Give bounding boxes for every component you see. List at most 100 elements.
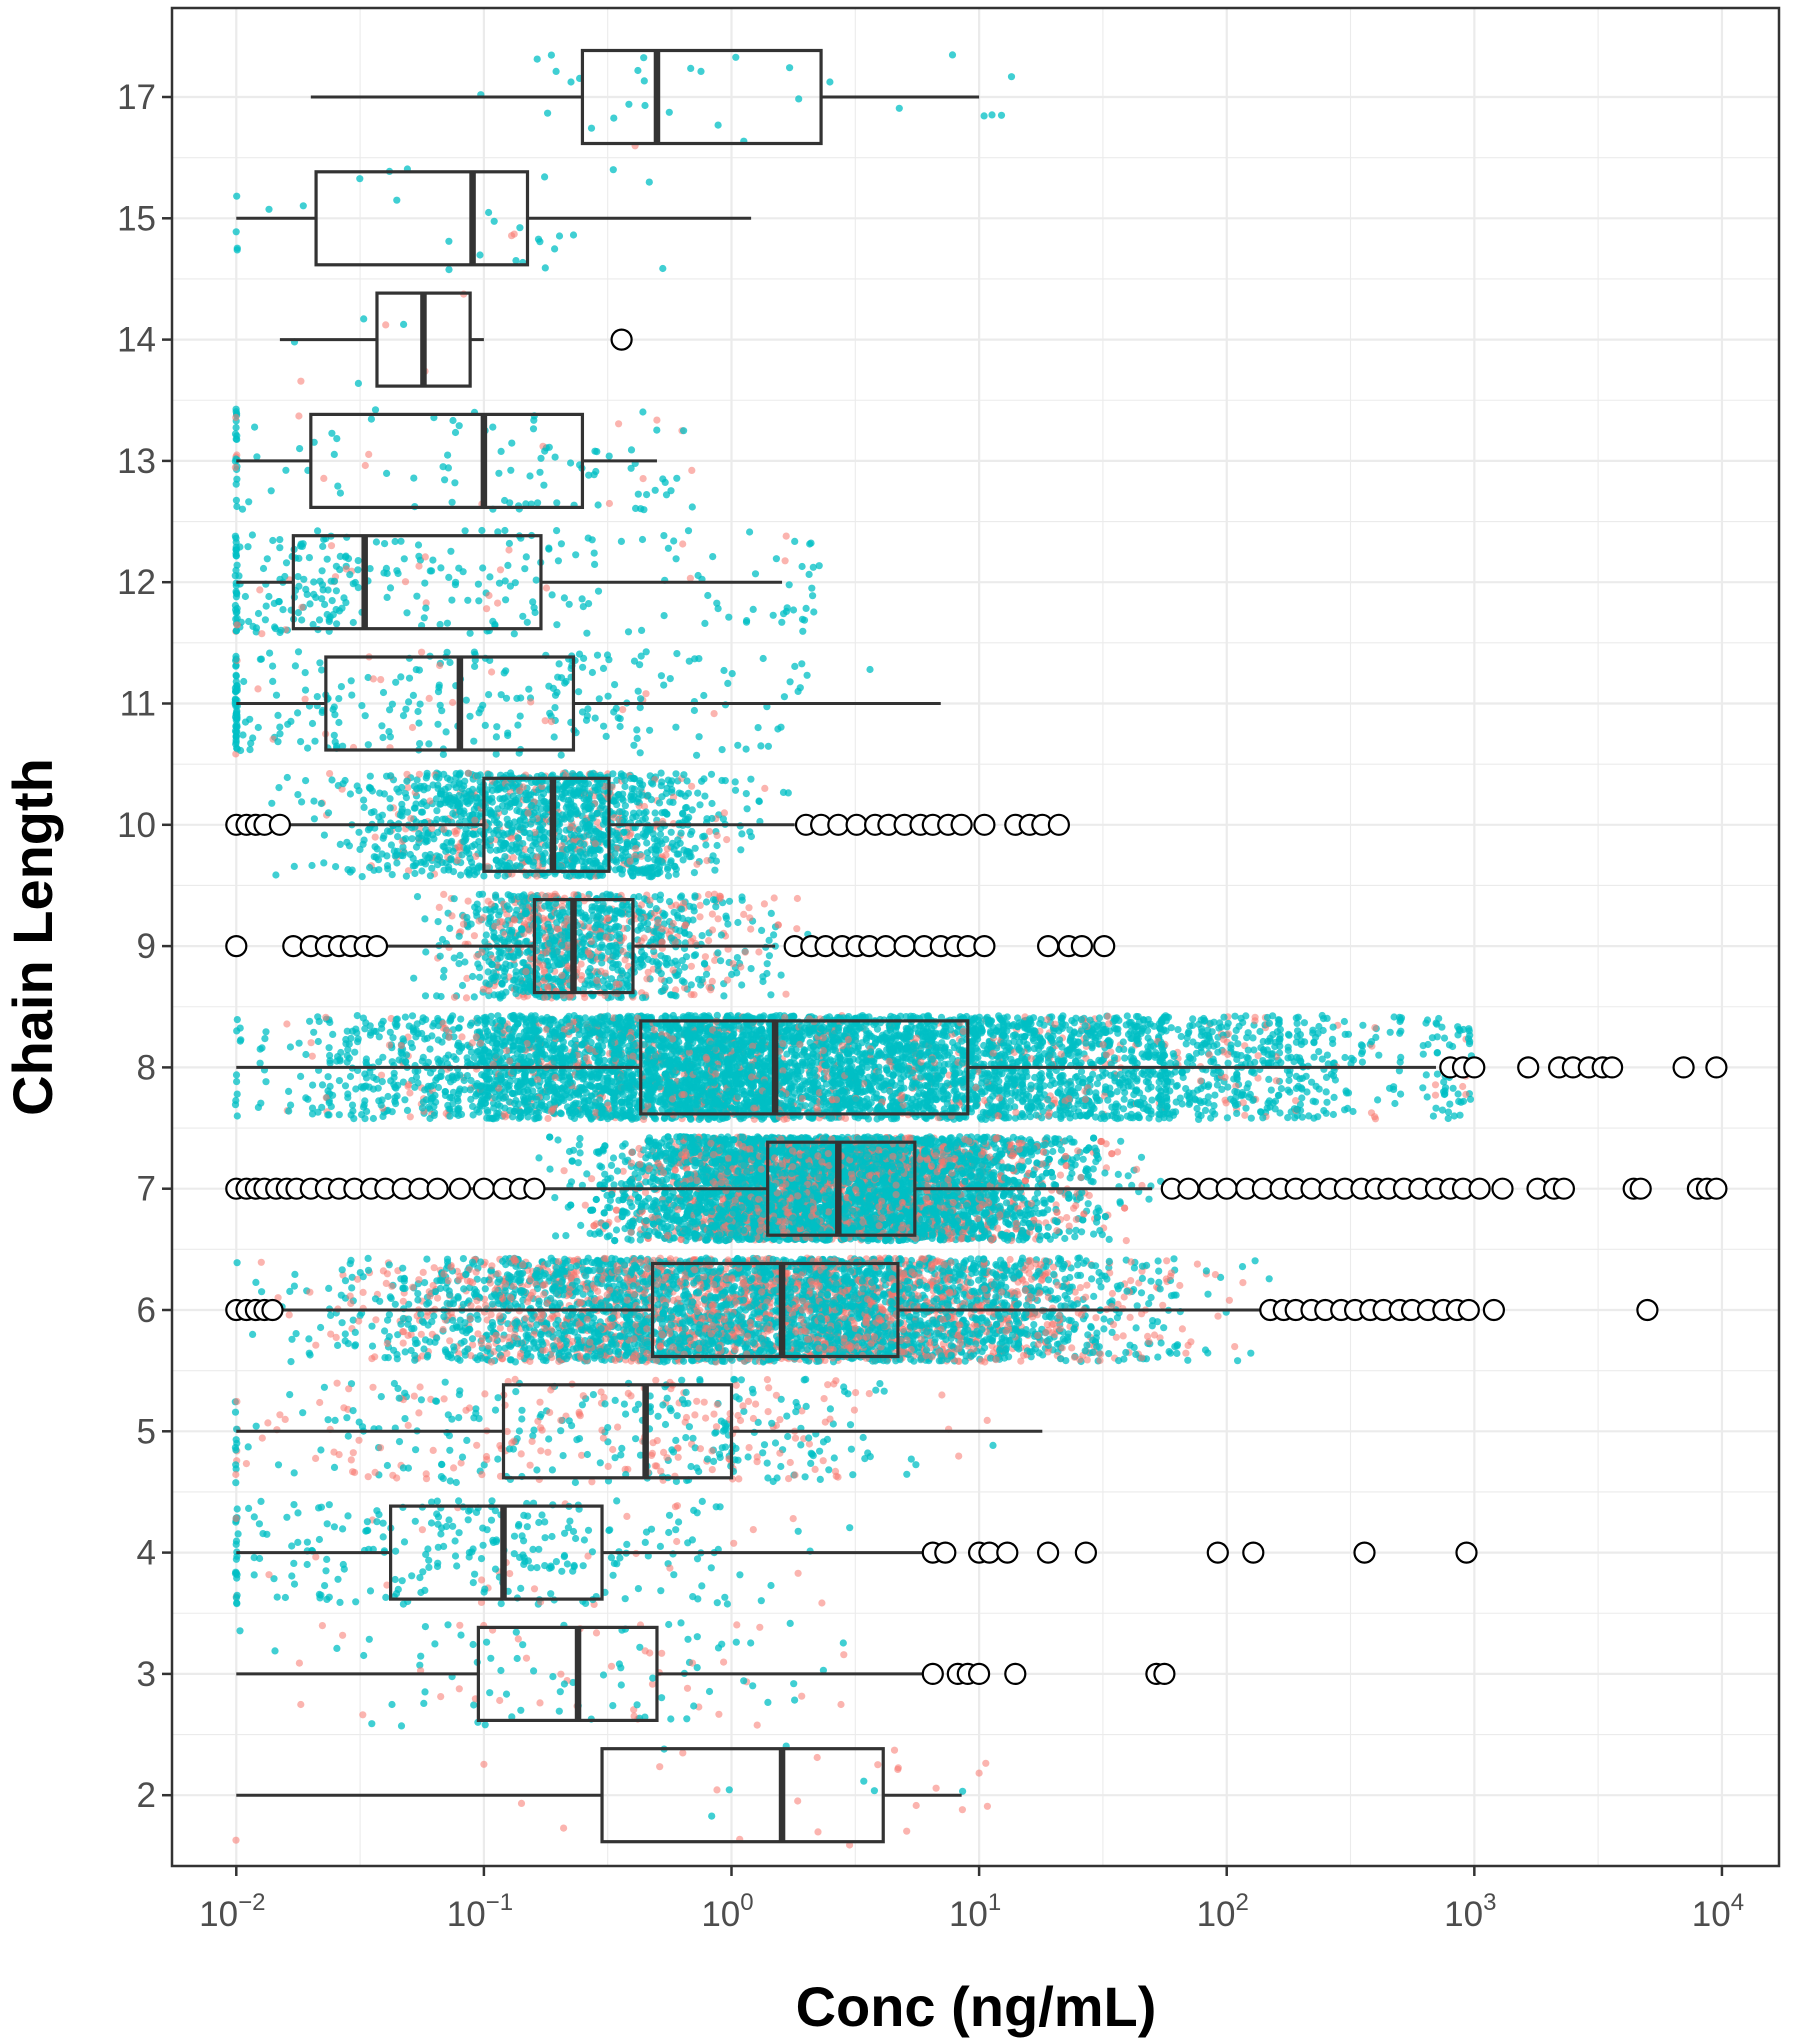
data-point-9-1174 <box>687 981 695 989</box>
data-point-12-241 <box>751 570 760 578</box>
data-point-9-1076 <box>663 961 671 969</box>
data-point-11-74 <box>266 649 274 657</box>
data-point-12-253 <box>231 601 239 610</box>
data-point-10-1144 <box>383 772 391 780</box>
data-point-15-12 <box>551 245 559 253</box>
data-point-11-131 <box>757 742 765 750</box>
data-point-12-223 <box>328 597 336 605</box>
data-point-10-1320 <box>521 791 529 799</box>
data-point-11-121 <box>240 677 248 686</box>
data-point-9-1074 <box>618 901 626 910</box>
data-point-12-270 <box>262 602 270 610</box>
data-point-9-445 <box>725 897 734 905</box>
data-point-10-1448 <box>557 862 565 871</box>
data-point-12-271 <box>233 621 241 629</box>
data-point-10-1414 <box>383 862 392 870</box>
data-point-10-1269 <box>426 872 434 880</box>
data-point-9-1018 <box>524 916 532 924</box>
data-point-12-224 <box>342 552 350 560</box>
data-point-10-1377 <box>520 828 528 836</box>
data-point-13-54 <box>282 466 290 474</box>
data-point-10-865 <box>647 796 656 804</box>
data-point-12-35 <box>554 557 563 565</box>
data-point-9-451 <box>446 924 454 933</box>
data-point-9-1087 <box>657 952 665 960</box>
data-point-12-119 <box>354 584 362 592</box>
data-point-11-167 <box>614 714 622 722</box>
data-point-9-168 <box>714 915 722 923</box>
data-point-11-174 <box>634 687 642 695</box>
data-point-12-83 <box>323 610 331 619</box>
data-point-9-957 <box>767 909 775 918</box>
data-point-9-506 <box>473 900 481 908</box>
data-point-9-29 <box>745 904 753 912</box>
data-point-11-233 <box>436 701 444 709</box>
data-point-11-132 <box>335 718 343 727</box>
data-point-9-993 <box>669 966 677 974</box>
data-point-9-901 <box>646 896 654 904</box>
data-point-9-1094 <box>551 890 559 898</box>
data-point-9-1182 <box>563 915 571 923</box>
data-point-10-118 <box>302 777 310 785</box>
data-point-11-24 <box>358 702 366 710</box>
data-point-11-291 <box>466 712 474 720</box>
data-point-10-1451 <box>682 803 691 812</box>
data-point-11-159 <box>435 681 443 689</box>
data-point-9-876 <box>544 983 552 991</box>
data-point-9-1084 <box>746 914 754 922</box>
data-point-8-854 <box>344 1090 352 1098</box>
data-point-10-645 <box>640 833 648 841</box>
data-point-12-245 <box>310 590 318 599</box>
data-point-10-1323 <box>569 842 577 850</box>
data-point-11-275 <box>541 717 549 725</box>
data-point-11-194 <box>500 669 508 677</box>
data-point-10-745 <box>699 833 707 841</box>
data-point-10-92 <box>290 862 298 871</box>
data-point-10-1064 <box>470 805 478 814</box>
data-point-12-6 <box>789 606 798 614</box>
data-point-12-205 <box>474 580 482 588</box>
data-point-13-44 <box>688 466 696 474</box>
data-point-12-162 <box>772 555 781 563</box>
data-point-13-103 <box>545 443 553 451</box>
data-point-12-286 <box>778 618 786 626</box>
data-point-9-713 <box>747 925 755 933</box>
data-point-12-197 <box>583 629 591 637</box>
data-point-10-1387 <box>374 856 382 864</box>
data-point-10-907 <box>621 782 629 791</box>
data-point-9-1175 <box>658 925 666 933</box>
data-point-9-1061 <box>485 958 493 966</box>
data-point-9-1119 <box>448 912 456 920</box>
data-point-9-1143 <box>593 976 601 985</box>
data-point-9-1197 <box>522 980 530 988</box>
data-point-12-240 <box>461 527 469 535</box>
data-point-13-78 <box>540 481 548 489</box>
data-point-11-128 <box>347 677 355 685</box>
data-point-12-152 <box>244 543 252 551</box>
data-point-9-910 <box>698 932 706 940</box>
data-point-9-905 <box>513 906 521 914</box>
data-point-10-1091 <box>415 770 423 778</box>
data-point-10-1006 <box>494 805 502 813</box>
data-point-17-1 <box>665 108 673 116</box>
data-point-11-289 <box>231 684 239 692</box>
data-point-12-172 <box>553 621 561 629</box>
data-point-12-72 <box>464 596 472 604</box>
data-point-10-1477 <box>418 867 426 875</box>
data-point-9-748 <box>436 952 444 960</box>
data-point-17-25 <box>567 78 575 86</box>
data-point-9-1082 <box>556 978 564 986</box>
data-point-10-997 <box>399 852 407 860</box>
data-point-9-768 <box>678 892 686 900</box>
data-point-10-511 <box>388 871 396 879</box>
data-point-10-1394 <box>576 848 584 856</box>
points-group-15 <box>232 165 667 274</box>
data-point-10-1201 <box>411 862 419 870</box>
data-point-12-259 <box>791 537 799 546</box>
data-point-9-1040 <box>516 912 524 920</box>
data-point-11-162 <box>710 710 718 718</box>
data-point-10-1362 <box>393 785 401 793</box>
data-point-10-1319 <box>621 802 630 810</box>
data-point-15-23 <box>536 238 544 246</box>
data-point-10-1292 <box>620 828 628 836</box>
